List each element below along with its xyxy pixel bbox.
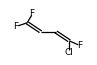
Text: F: F bbox=[13, 22, 18, 31]
Text: F: F bbox=[29, 9, 34, 18]
Text: F: F bbox=[77, 41, 82, 50]
Text: Cl: Cl bbox=[65, 48, 74, 57]
